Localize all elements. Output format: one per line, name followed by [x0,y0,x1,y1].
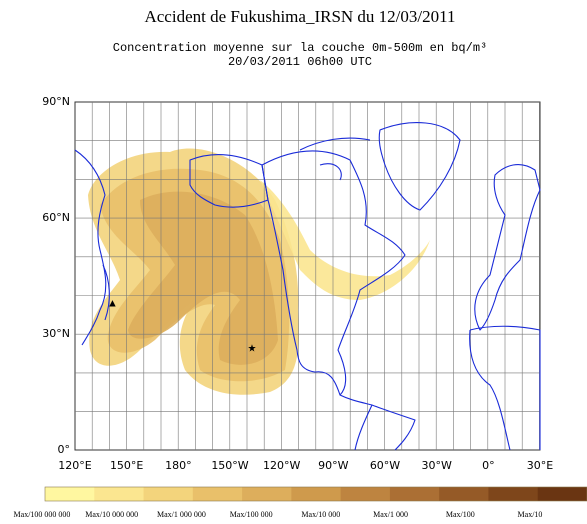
map-area: ▲ ★ [74,101,541,451]
coastlines [74,122,541,451]
legend-swatch [389,487,440,501]
lon-label: 120°E [58,459,91,472]
lat-label: 90°N [42,95,70,108]
lon-label: 180° [165,459,192,472]
legend-label: Max/100 000 000 [14,510,71,519]
legend-swatch [340,487,391,501]
legend-label: Max/10 000 [301,510,340,519]
lon-label: 150°W [211,459,248,472]
legend-label: Max/1 000 000 [157,510,206,519]
legend-label: Max/1 000 [373,510,408,519]
lat-label: 0° [58,443,71,456]
source-marker: ▲ [107,298,118,310]
lon-label: 30°E [527,459,553,472]
legend-label: Max/10 000 000 [85,510,138,519]
lon-label: 0° [482,459,495,472]
lon-label: 90°W [318,459,348,472]
legend-label: Max/100 [446,510,475,519]
legend-swatch [537,487,587,501]
lat-label: 60°N [42,211,70,224]
legend: Max/100 000 000 Max/10 000 000 Max/1 000 0… [14,486,587,519]
legend-swatch [439,487,489,501]
plume [88,148,430,395]
lat-label: 30°N [42,327,70,340]
legend-swatch [94,487,145,501]
graticule [75,102,540,450]
legend-swatch [488,487,539,501]
legend-swatch [192,487,243,501]
lon-label: 120°W [263,459,300,472]
title: Accident de Fukushima_IRSN du 12/03/2011 [144,7,455,26]
legend-swatch [291,487,342,501]
legend-label: Max/10 [518,510,543,519]
lat-labels: 90°N 60°N 30°N 0° [42,95,70,456]
legend-frame [44,486,587,502]
lon-label: 60°W [370,459,400,472]
lon-labels: 120°E 150°E 180° 150°W 120°W 90°W 60°W 30°W 0° 30… [58,459,553,472]
subtitle: Concentration moyenne sur la couche 0m-5… [113,41,487,55]
subtitle: 20/03/2011 06h00 UTC [228,55,372,69]
point-marker: ★ [248,343,257,354]
lon-label: 30°W [421,459,451,472]
legend-swatch [143,487,194,501]
legend-swatch [242,487,292,501]
lon-label: 150°E [110,459,143,472]
legend-swatch [45,487,95,501]
legend-label: Max/100 000 [230,510,273,519]
